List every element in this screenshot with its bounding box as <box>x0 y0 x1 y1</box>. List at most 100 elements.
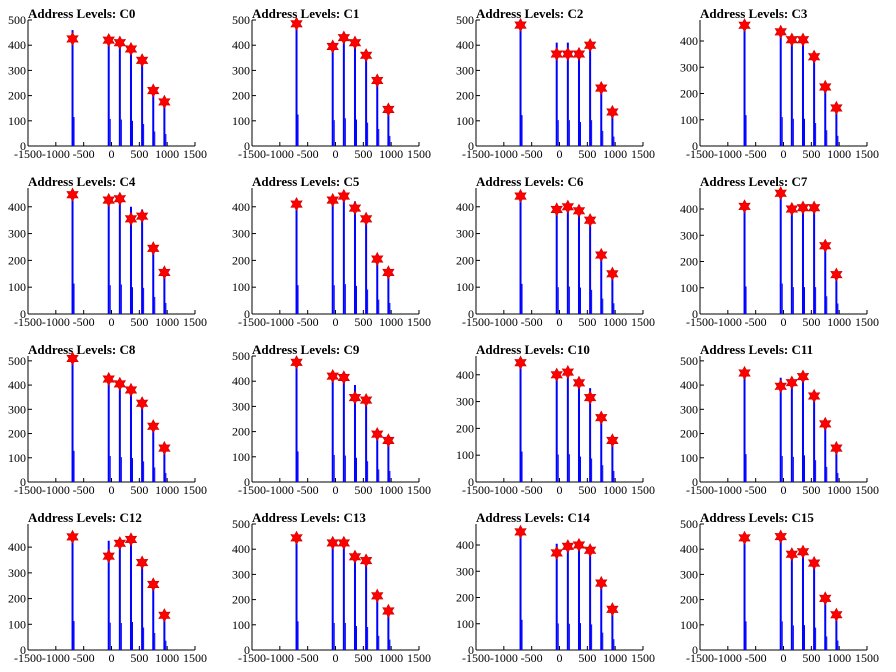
peak-marker <box>135 396 149 411</box>
peak-marker <box>158 94 171 110</box>
peak-marker <box>102 33 115 48</box>
peak-marker <box>66 31 79 47</box>
peak-marker <box>102 548 115 564</box>
peak-marker <box>371 426 384 442</box>
peak-marker <box>595 247 608 263</box>
x-tick-label: 0 <box>557 483 563 497</box>
x-tick-label: 1000 <box>603 147 627 161</box>
y-tick-label: 300 <box>680 567 698 581</box>
x-tick-label: -1000 <box>490 147 518 161</box>
chart-title: Address Levels: C10 <box>476 342 590 357</box>
y-tick-label: 200 <box>232 425 250 439</box>
peak-marker <box>830 100 843 116</box>
peak-marker <box>382 433 395 448</box>
chart-title: Address Levels: C14 <box>476 510 590 525</box>
y-tick-label: 200 <box>232 253 250 267</box>
y-tick-label: 100 <box>456 448 474 462</box>
y-tick-label: 400 <box>8 38 26 52</box>
peak-marker <box>774 379 787 394</box>
x-tick-label: -500 <box>297 315 319 329</box>
y-tick-label: 0 <box>244 643 250 657</box>
peak-marker <box>337 30 351 45</box>
x-tick-label: 0 <box>781 147 787 161</box>
x-tick-label: 1500 <box>407 147 431 161</box>
y-tick-label: 400 <box>680 34 698 48</box>
peak-marker <box>113 191 127 206</box>
y-tick-label: 300 <box>8 227 26 241</box>
x-tick-label: 1500 <box>631 651 655 665</box>
x-tick-label: 500 <box>578 651 596 665</box>
x-tick-label: -1500 <box>462 483 490 497</box>
chart-title: Address Levels: C1 <box>252 6 359 21</box>
y-tick-label: 500 <box>680 517 698 531</box>
peak-marker <box>371 251 384 267</box>
x-tick-label: 1000 <box>379 315 403 329</box>
x-tick-label: -500 <box>745 315 767 329</box>
x-tick-label: -500 <box>73 315 95 329</box>
x-tick-label: -1000 <box>714 147 742 161</box>
y-tick-label: 200 <box>680 255 698 269</box>
y-tick-label: 400 <box>456 538 474 552</box>
peak-marker <box>147 241 160 256</box>
chart-panel: Address Levels: C20100200300400500-1500-… <box>456 6 655 161</box>
peak-marker <box>606 602 619 617</box>
peak-marker <box>66 351 79 366</box>
x-tick-label: 1500 <box>183 651 207 665</box>
x-tick-label: 1500 <box>631 315 655 329</box>
y-tick-label: 0 <box>20 307 26 321</box>
peak-marker <box>561 199 575 214</box>
y-tick-label: 200 <box>456 89 474 103</box>
peak-marker <box>135 53 149 68</box>
x-tick-label: -1000 <box>714 651 742 665</box>
y-tick-label: 100 <box>232 450 250 464</box>
y-tick-label: 500 <box>8 13 26 27</box>
x-tick-label: -1500 <box>238 315 266 329</box>
y-tick-label: 300 <box>456 395 474 409</box>
y-tick-label: 100 <box>456 280 474 294</box>
x-tick-label: 500 <box>130 483 148 497</box>
x-tick-label: -1500 <box>686 651 714 665</box>
x-tick-label: 500 <box>802 147 820 161</box>
y-tick-label: 300 <box>8 566 26 580</box>
y-tick-label: 100 <box>8 280 26 294</box>
y-tick-label: 400 <box>8 378 26 392</box>
x-tick-label: -500 <box>745 651 767 665</box>
y-tick-label: 300 <box>680 402 698 416</box>
chart-panel: Address Levels: C12 0 100 200 300 400 -1500 -10… <box>8 510 207 665</box>
peak-marker <box>290 196 303 212</box>
x-tick-label: -500 <box>745 147 767 161</box>
x-tick-label: 500 <box>578 147 596 161</box>
y-tick-label: 100 <box>8 617 26 631</box>
x-tick-label: 0 <box>333 315 339 329</box>
x-tick-label: 500 <box>354 483 372 497</box>
peak-marker <box>807 388 821 404</box>
y-tick-label: 0 <box>244 139 250 153</box>
x-tick-label: 500 <box>802 651 820 665</box>
y-tick-label: 0 <box>468 643 474 657</box>
peak-marker <box>348 200 362 216</box>
x-tick-label: 500 <box>802 315 820 329</box>
y-tick-label: 500 <box>232 349 250 363</box>
y-tick-label: 400 <box>680 378 698 392</box>
peak-marker <box>348 35 362 50</box>
peak-marker <box>785 32 799 47</box>
x-tick-label: 1000 <box>155 315 179 329</box>
x-tick-label: 1000 <box>827 651 851 665</box>
peak-marker <box>359 48 373 63</box>
y-tick-label: 100 <box>456 617 474 631</box>
peak-marker <box>158 608 171 623</box>
chart-panel: Address Levels: C00100200300400500-1500-… <box>8 6 207 161</box>
x-tick-label: -1500 <box>14 147 42 161</box>
y-tick-label: 400 <box>680 542 698 556</box>
x-tick-label: 1000 <box>155 651 179 665</box>
y-tick-label: 400 <box>456 200 474 214</box>
peak-marker <box>738 530 751 546</box>
x-tick-label: 500 <box>578 315 596 329</box>
peak-marker <box>785 201 799 217</box>
chart-title: Address Levels: C4 <box>28 174 136 189</box>
peak-marker <box>807 200 821 215</box>
chart-panel: Address Levels: C90100200300400500-1500-… <box>232 342 431 497</box>
peak-marker <box>382 102 395 117</box>
peak-marker <box>290 530 303 546</box>
x-tick-label: 1000 <box>379 483 403 497</box>
